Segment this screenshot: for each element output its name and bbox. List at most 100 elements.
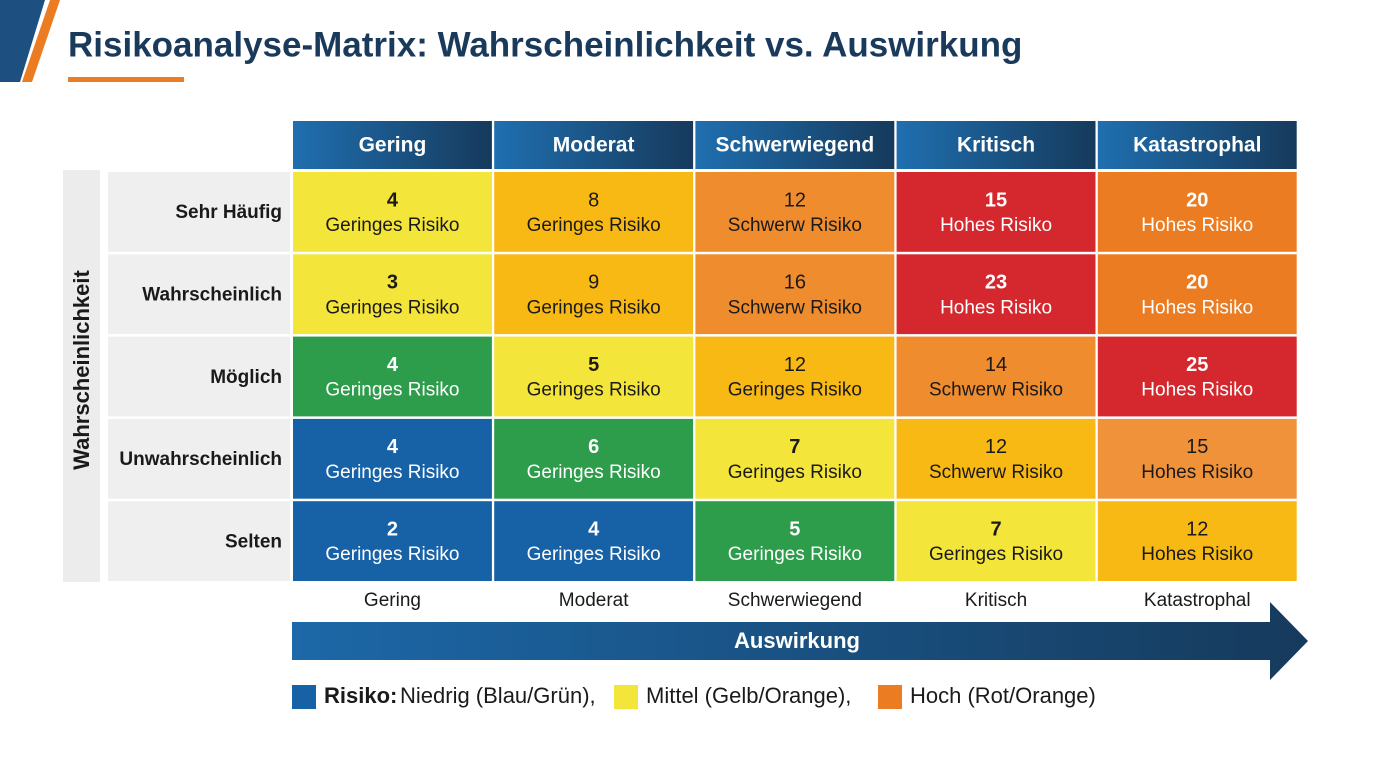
risk-score: 16 bbox=[784, 272, 806, 294]
risk-score: 15 bbox=[985, 189, 1007, 211]
risk-score: 4 bbox=[588, 518, 600, 540]
risk-cell bbox=[896, 172, 1096, 252]
x-axis-category: Schwerwiegend bbox=[728, 590, 862, 611]
y-axis-band bbox=[63, 170, 100, 582]
risk-level: Schwerw Risiko bbox=[929, 380, 1063, 401]
x-axis-category: Gering bbox=[364, 590, 421, 611]
risk-level: Geringes Risiko bbox=[325, 462, 459, 483]
risk-cell bbox=[695, 336, 895, 417]
title-underline bbox=[68, 77, 184, 82]
row-header-cell bbox=[108, 172, 290, 252]
risk-level: Schwerw Risiko bbox=[929, 462, 1063, 483]
risk-level: Hohes Risiko bbox=[1141, 380, 1253, 401]
legend-swatch bbox=[878, 685, 902, 709]
risk-score: 7 bbox=[990, 518, 1001, 540]
risk-score: 6 bbox=[588, 436, 599, 458]
row-header: Unwahrscheinlich bbox=[119, 449, 282, 470]
x-axis-category: Moderat bbox=[559, 590, 629, 611]
row-header-cell bbox=[108, 336, 290, 417]
column-header: Schwerwiegend bbox=[715, 134, 874, 157]
risk-score: 20 bbox=[1186, 272, 1208, 294]
x-axis-label: Auswirkung bbox=[734, 628, 860, 653]
risk-cell bbox=[896, 254, 1096, 335]
risk-cell bbox=[896, 418, 1096, 499]
column-header-cell bbox=[293, 121, 492, 169]
column-header-cell bbox=[695, 121, 895, 169]
risk-level: Geringes Risiko bbox=[527, 544, 661, 565]
corner-decoration bbox=[0, 0, 45, 82]
row-header-cell bbox=[108, 501, 290, 581]
risk-level: Hohes Risiko bbox=[940, 297, 1052, 318]
risk-level: Geringes Risiko bbox=[325, 544, 459, 565]
legend-label: Mittel (Gelb/Orange), bbox=[646, 683, 851, 708]
risk-score: 7 bbox=[789, 436, 800, 458]
risk-score: 2 bbox=[387, 518, 398, 540]
risk-cell bbox=[695, 501, 895, 581]
risk-score: 3 bbox=[387, 272, 398, 294]
risk-score: 23 bbox=[985, 272, 1007, 294]
risk-score: 25 bbox=[1186, 354, 1208, 376]
legend-title: Risiko: bbox=[324, 683, 397, 708]
risk-level: Geringes Risiko bbox=[527, 215, 661, 236]
x-axis-category: Kritisch bbox=[965, 590, 1027, 611]
row-header: Sehr Häufig bbox=[175, 202, 282, 223]
title: Risikoanalyse-Matrix: Wahrscheinlichkeit… bbox=[68, 25, 1022, 64]
risk-level: Hohes Risiko bbox=[1141, 215, 1253, 236]
risk-level: Geringes Risiko bbox=[728, 380, 862, 401]
risk-level: Schwerw Risiko bbox=[728, 215, 862, 236]
risk-score: 14 bbox=[985, 354, 1007, 376]
corner-stripe bbox=[22, 0, 60, 82]
risk-cell bbox=[494, 336, 694, 417]
risk-score: 4 bbox=[387, 354, 399, 376]
risk-score: 20 bbox=[1186, 189, 1208, 211]
risk-cell bbox=[896, 501, 1096, 581]
column-header-cell bbox=[1097, 121, 1297, 169]
risk-level: Hohes Risiko bbox=[940, 215, 1052, 236]
column-header-cell bbox=[896, 121, 1096, 169]
risk-cell bbox=[1097, 418, 1297, 499]
risk-cell bbox=[1097, 336, 1297, 417]
x-axis-arrow bbox=[292, 602, 1308, 680]
risk-level: Geringes Risiko bbox=[527, 297, 661, 318]
legend-swatch bbox=[614, 685, 638, 709]
risk-cell bbox=[1097, 254, 1297, 335]
risk-cell bbox=[293, 501, 492, 581]
risk-cell bbox=[293, 172, 492, 252]
risk-score: 9 bbox=[588, 272, 599, 294]
risk-level: Schwerw Risiko bbox=[728, 297, 862, 318]
column-header-cell bbox=[494, 121, 694, 169]
risk-level: Hohes Risiko bbox=[1141, 462, 1253, 483]
risk-score: 5 bbox=[588, 354, 599, 376]
risk-cell bbox=[494, 418, 694, 499]
column-header: Katastrophal bbox=[1133, 134, 1261, 157]
column-header: Moderat bbox=[553, 134, 635, 157]
risk-cell bbox=[896, 336, 1096, 417]
row-header: Wahrscheinlich bbox=[142, 284, 282, 305]
risk-level: Geringes Risiko bbox=[728, 544, 862, 565]
risk-score: 4 bbox=[387, 436, 399, 458]
risk-level: Geringes Risiko bbox=[527, 380, 661, 401]
risk-score: 12 bbox=[784, 189, 806, 211]
row-header: Selten bbox=[225, 531, 282, 552]
risk-level: Hohes Risiko bbox=[1141, 297, 1253, 318]
risk-score: 4 bbox=[387, 189, 399, 211]
risk-cell bbox=[293, 336, 492, 417]
column-header: Gering bbox=[359, 134, 427, 157]
risk-cell bbox=[1097, 501, 1297, 581]
risk-level: Geringes Risiko bbox=[325, 215, 459, 236]
risk-level: Geringes Risiko bbox=[325, 297, 459, 318]
legend-label: Niedrig (Blau/Grün), bbox=[400, 683, 596, 708]
row-header-cell bbox=[108, 254, 290, 335]
risk-cell bbox=[695, 172, 895, 252]
risk-level: Geringes Risiko bbox=[325, 380, 459, 401]
legend-label: Hoch (Rot/Orange) bbox=[910, 683, 1096, 708]
risk-cell bbox=[695, 254, 895, 335]
risk-cell bbox=[494, 254, 694, 335]
risk-score: 15 bbox=[1186, 436, 1208, 458]
risk-score: 12 bbox=[784, 354, 806, 376]
risk-cell bbox=[1097, 172, 1297, 252]
x-axis-category: Katastrophal bbox=[1144, 590, 1251, 611]
risk-score: 12 bbox=[985, 436, 1007, 458]
